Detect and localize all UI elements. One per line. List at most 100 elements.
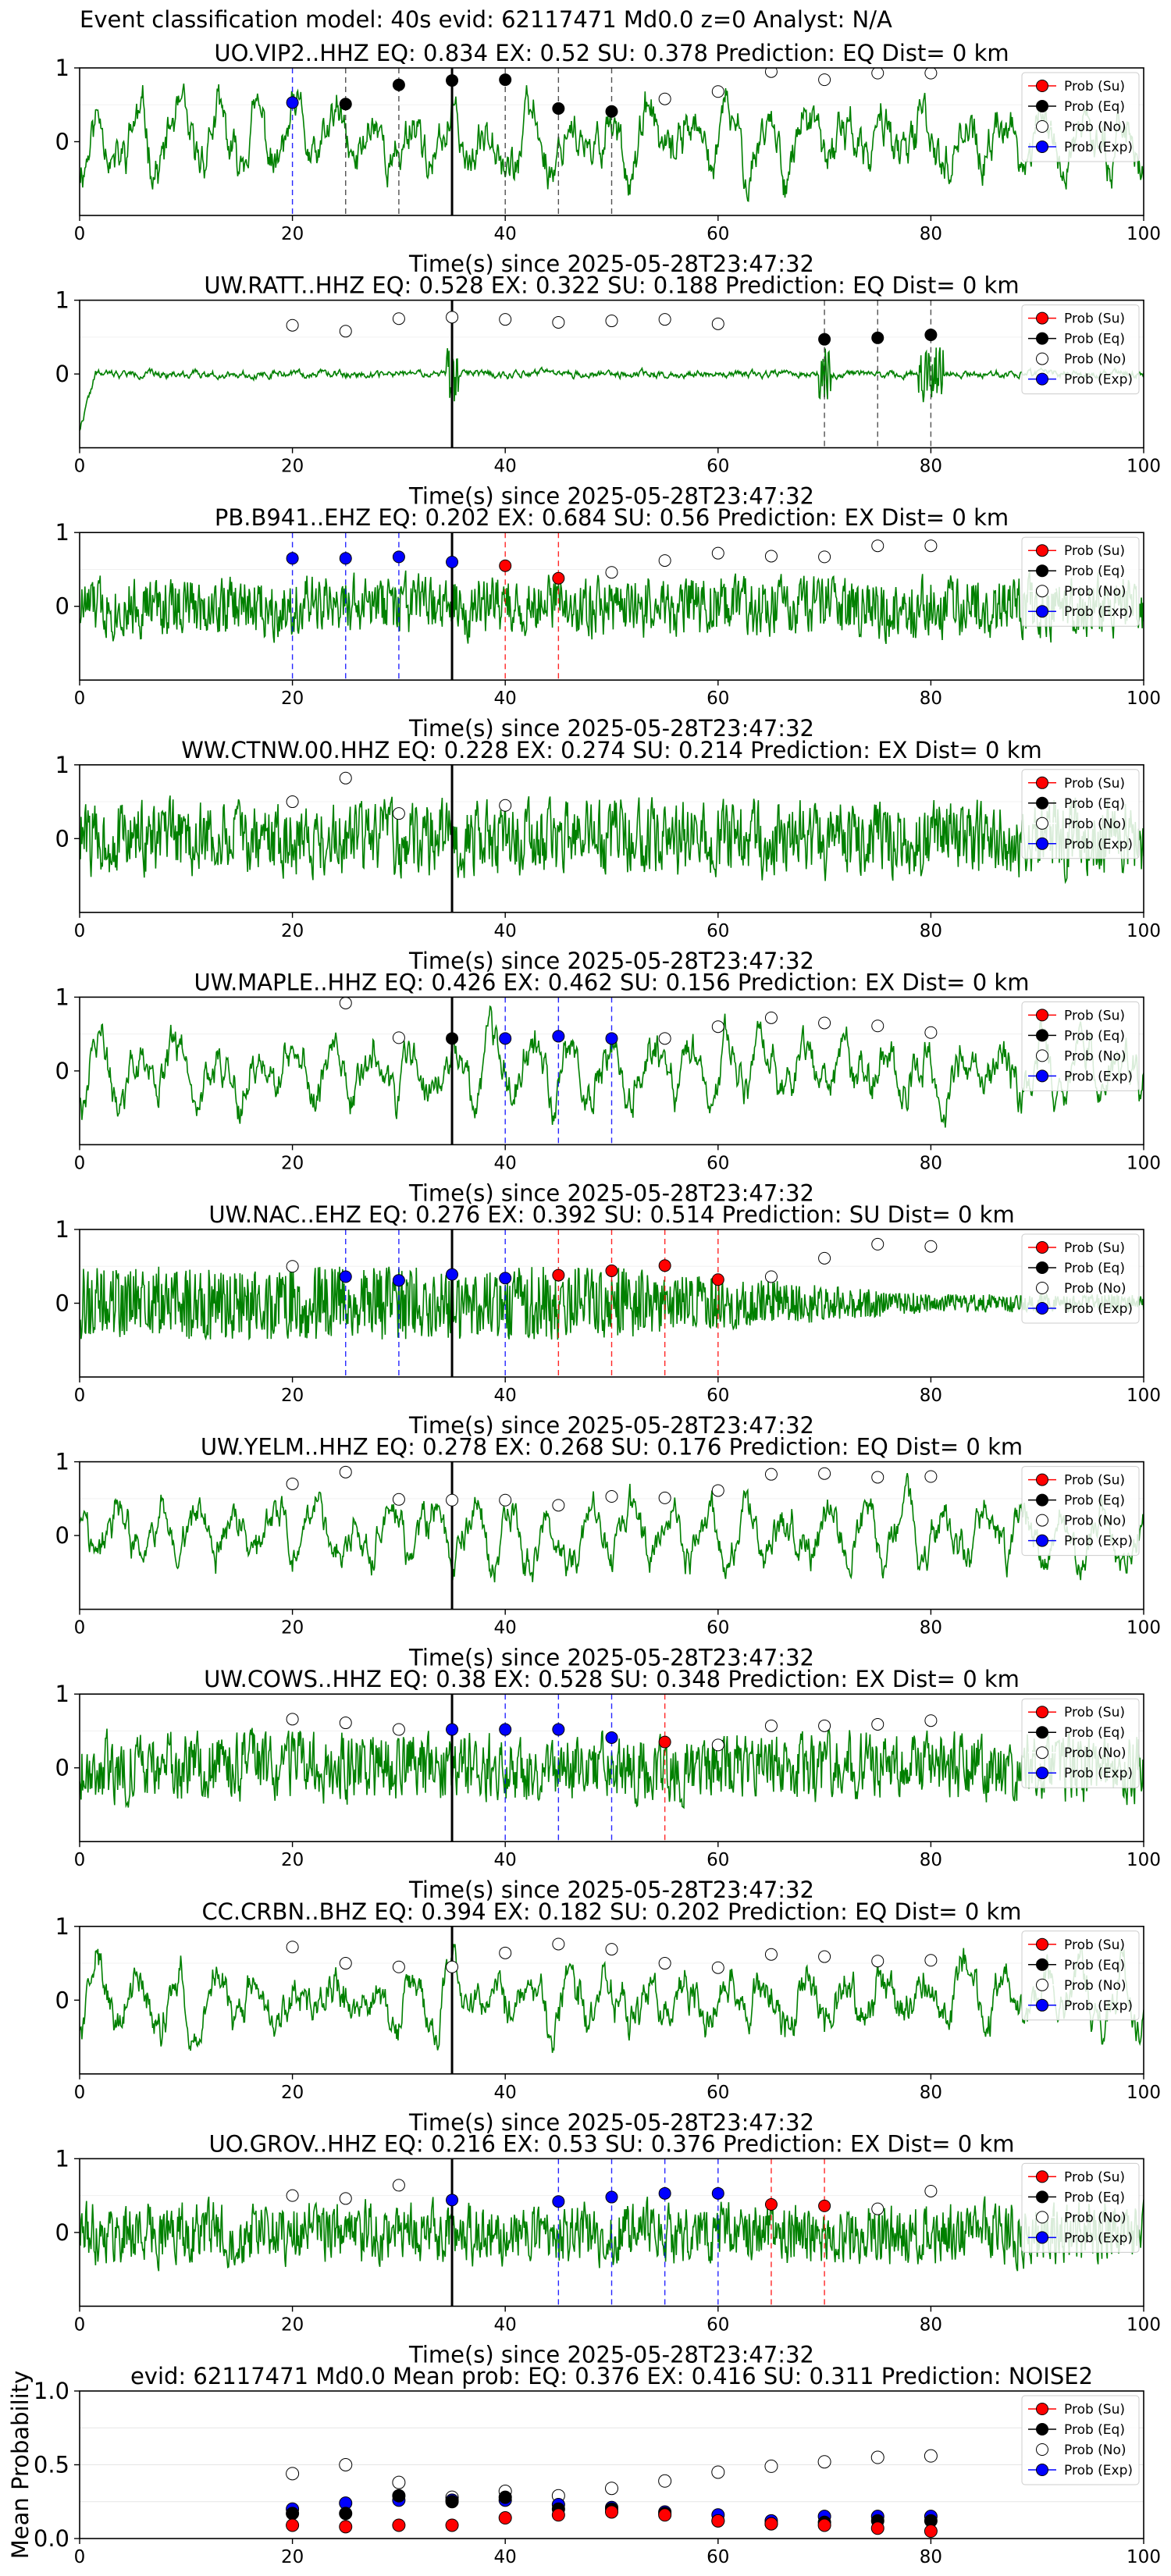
- y-tick-label: 1.0: [34, 2378, 69, 2404]
- prob-point-no: [818, 1016, 831, 1030]
- x-tick-label: 40: [494, 1153, 517, 1173]
- legend-marker-eq: [1036, 564, 1048, 578]
- x-tick-label: 100: [1127, 224, 1161, 244]
- prob-point-su: [551, 2508, 565, 2522]
- prob-point-no: [871, 1471, 884, 1484]
- prob-point-eq: [924, 329, 938, 342]
- prob-point-no: [339, 2192, 352, 2205]
- prob-point-no: [871, 68, 884, 80]
- prob-point-no: [711, 317, 724, 330]
- x-tick-label: 0: [74, 1618, 86, 1638]
- legend-box: [1021, 1930, 1140, 2021]
- prob-point-no: [924, 1026, 938, 1039]
- plot-area: [80, 532, 1144, 681]
- station-panel: UW.MAPLE..HHZ EQ: 0.426 EX: 0.462 SU: 0.…: [55, 969, 1161, 1206]
- waveform-trace: [80, 1005, 1144, 1128]
- legend-marker-exp: [1036, 1534, 1048, 1547]
- panel-title: UW.RATT..HHZ EQ: 0.528 EX: 0.322 SU: 0.1…: [204, 272, 1019, 299]
- prob-point-su: [339, 2520, 353, 2534]
- prob-point-no: [818, 1251, 831, 1265]
- figure-title: Event classification model: 40s evid: 62…: [80, 6, 892, 33]
- prob-point-no: [339, 1957, 352, 1970]
- prob-point-no: [286, 1941, 299, 1954]
- prob-point-no: [392, 807, 405, 820]
- legend-box: [1021, 2395, 1140, 2485]
- waveform-trace: [80, 1944, 1144, 2053]
- legend-label: Prob (Eq): [1064, 564, 1125, 579]
- plot-area: [80, 997, 1144, 1145]
- plot-area: [80, 1694, 1144, 1842]
- legend-marker-eq: [1036, 1261, 1048, 1274]
- legend-box: [1021, 1698, 1140, 1788]
- prob-point-no: [605, 2482, 618, 2496]
- legend-box: [1021, 1233, 1140, 1324]
- x-tick-label: 60: [707, 1618, 729, 1638]
- legend-marker-su: [1036, 2403, 1048, 2415]
- prob-point-exp: [392, 1274, 405, 1287]
- y-tick-label: 1: [55, 519, 69, 546]
- legend-marker-eq: [1036, 2423, 1048, 2435]
- x-axis-label: Time(s) since 2025-05-28T23:47:32: [408, 1412, 814, 1439]
- x-tick-label: 80: [920, 1618, 942, 1638]
- legend-marker-eq: [1036, 1958, 1048, 1971]
- legend-box: [1021, 2162, 1140, 2253]
- panel-title: WW.CTNW.00.HHZ EQ: 0.228 EX: 0.274 SU: 0…: [181, 737, 1042, 763]
- prob-point-no: [552, 1937, 565, 1951]
- y-tick-label: 0: [55, 1058, 69, 1084]
- prob-point-no: [286, 2467, 300, 2481]
- legend-label: Prob (Su): [1064, 1705, 1125, 1720]
- prob-point-eq: [339, 2507, 353, 2521]
- prob-point-no: [286, 318, 299, 332]
- x-tick-label: 80: [920, 1386, 942, 1406]
- legend-box: [1021, 769, 1140, 859]
- legend-label: Prob (No): [1064, 1281, 1127, 1297]
- prob-point-eq: [498, 2490, 512, 2504]
- prob-point-exp: [552, 1030, 565, 1043]
- legend-marker-exp: [1036, 1767, 1048, 1780]
- station-panel: WW.CTNW.00.HHZ EQ: 0.228 EX: 0.274 SU: 0…: [55, 737, 1161, 974]
- prob-point-no: [924, 539, 938, 553]
- legend-marker-no: [1036, 1282, 1048, 1294]
- prob-point-exp: [446, 1723, 459, 1736]
- prob-point-no: [605, 315, 618, 328]
- legend-marker-eq: [1036, 1726, 1048, 1739]
- y-tick-label: 0: [55, 1987, 69, 2013]
- x-tick-label: 60: [707, 2547, 729, 2567]
- x-tick-label: 20: [281, 1153, 304, 1173]
- prob-point-eq: [392, 78, 405, 91]
- x-tick-label: 40: [494, 688, 517, 709]
- legend-label: Prob (No): [1064, 1048, 1127, 1064]
- y-tick-label: 0: [55, 2219, 69, 2246]
- x-tick-label: 100: [1127, 1850, 1161, 1870]
- legend-label: Prob (Exp): [1064, 1069, 1133, 1084]
- legend-marker-su: [1036, 80, 1048, 92]
- prob-point-no: [286, 1713, 299, 1726]
- legend-marker-exp: [1036, 141, 1048, 153]
- prob-point-eq: [605, 105, 618, 118]
- legend-marker-no: [1036, 352, 1048, 365]
- x-tick-label: 40: [494, 921, 517, 941]
- prob-point-exp: [605, 1032, 618, 1045]
- prob-point-no: [711, 546, 724, 560]
- prob-point-exp: [339, 1270, 352, 1283]
- waveform-trace: [80, 570, 1144, 645]
- x-tick-label: 40: [494, 2314, 517, 2335]
- legend-box: [1021, 536, 1140, 627]
- legend-label: Prob (Su): [1064, 776, 1125, 792]
- x-tick-label: 60: [707, 1386, 729, 1406]
- panel-title: UW.MAPLE..HHZ EQ: 0.426 EX: 0.462 SU: 0.…: [194, 969, 1030, 995]
- prob-point-no: [871, 2202, 884, 2215]
- prob-point-su: [605, 2505, 618, 2519]
- prob-point-eq: [392, 2489, 406, 2503]
- x-tick-label: 80: [920, 688, 942, 709]
- prob-point-eq: [286, 2507, 300, 2521]
- prob-point-su: [818, 2199, 831, 2212]
- plot-area: [80, 300, 1144, 448]
- prob-point-no: [392, 1031, 405, 1044]
- legend-label: Prob (Su): [1064, 1008, 1125, 1023]
- panel-title: evid: 62117471 Md0.0 Mean prob: EQ: 0.37…: [130, 2363, 1093, 2389]
- station-panel: UW.YELM..HHZ EQ: 0.278 EX: 0.268 SU: 0.1…: [55, 1434, 1161, 1671]
- legend-label: Prob (No): [1064, 817, 1127, 832]
- prob-point-exp: [605, 1731, 618, 1744]
- panel-title: UO.GROV..HHZ EQ: 0.216 EX: 0.53 SU: 0.37…: [208, 2130, 1014, 2157]
